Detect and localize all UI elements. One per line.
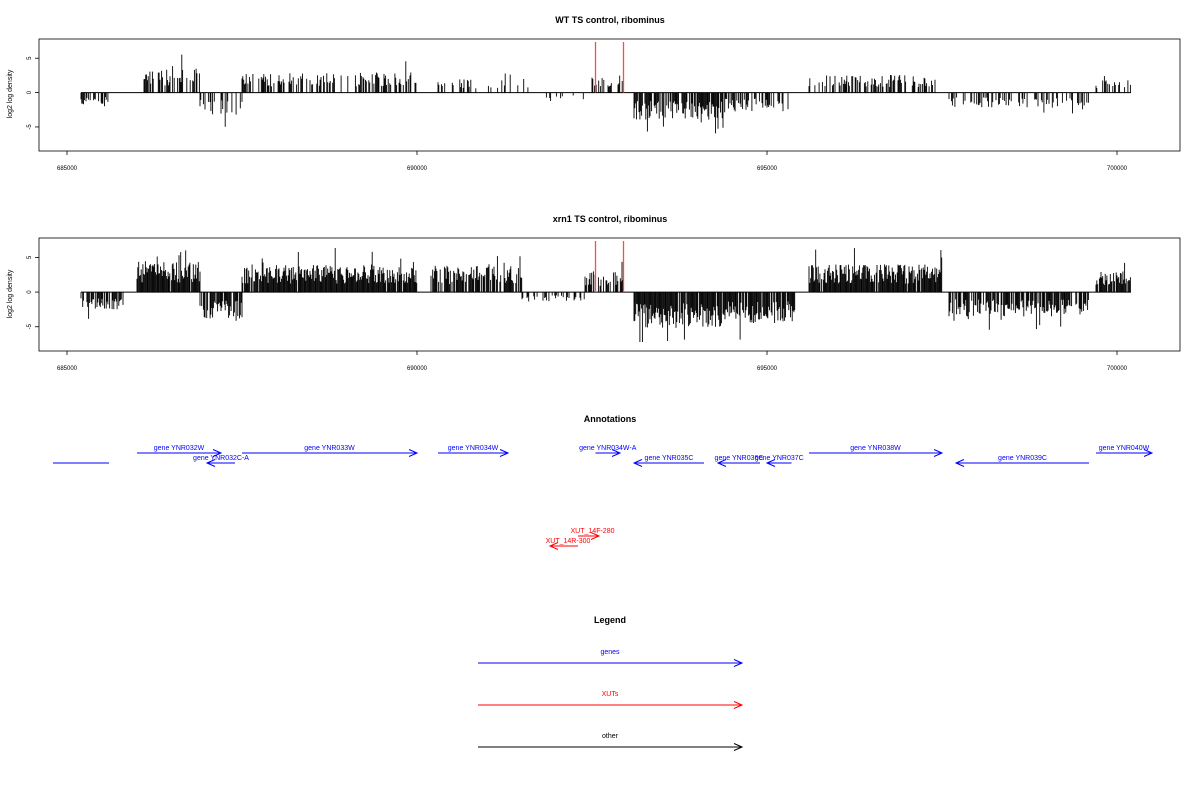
arrow-head (590, 532, 601, 540)
gene-label: gene YNR039C (998, 455, 1047, 462)
xut-label: XUT_14R-300 (546, 538, 591, 545)
y-tick-label: -5 (27, 323, 33, 329)
y-tick-label: 0 (27, 290, 33, 294)
y-axis-label: log2 log density (7, 269, 14, 318)
gene-feature: gene YNR037C (755, 455, 804, 467)
gene-label: gene YNR034W (448, 445, 499, 452)
gene-feature: gene YNR032W (137, 445, 223, 457)
arrow-head (205, 459, 216, 467)
legend-items: genes XUTs other (478, 649, 744, 751)
gene-label: gene YNR037C (755, 455, 804, 462)
arrow-head (408, 449, 419, 457)
plot-frame (38, 237, 1181, 352)
gene-feature: gene YNR035C (632, 455, 704, 467)
y-tick-label: 5 (27, 56, 33, 60)
xut-feature: XUT_14F-280 (571, 528, 615, 540)
arrow-head (611, 449, 622, 457)
legend-title: Legend (594, 615, 626, 625)
y-tick-label: -5 (27, 124, 33, 130)
y-axis-label: log2 log density (7, 69, 14, 118)
arrow-head (733, 743, 744, 751)
gene-track: gene YNR032W gene YNR032C-A gene YNR033W ge… (53, 445, 1154, 467)
panel-title: xrn1 TS control, ribominus (553, 214, 668, 224)
arrow-head (733, 659, 744, 667)
arrow-head (733, 701, 744, 709)
arrow-head (716, 459, 727, 467)
x-tick-label: 685000 (57, 166, 78, 172)
y-tick-label: 5 (27, 255, 33, 259)
plot-frame (38, 38, 1181, 152)
annotations-title: Annotations (584, 414, 637, 424)
axes: 685000 690000 695000 700000 -5 0 5 (27, 56, 1128, 172)
arrow-head (212, 449, 223, 457)
x-tick-label: 700000 (1107, 166, 1128, 172)
gene-feature: gene YNR038W (809, 445, 944, 457)
legend-item: genes (478, 649, 744, 667)
arrow-head (765, 459, 776, 467)
axes: 685000 690000 695000 700000 -5 0 5 (27, 255, 1128, 372)
x-tick-label: 685000 (57, 366, 78, 372)
gene-label: gene YNR034W-A (579, 445, 637, 452)
gene-label: gene YNR038W (850, 445, 901, 452)
xut-feature: XUT_14R-300 (546, 538, 591, 550)
gene-feature: gene YNR039C (954, 455, 1089, 467)
gene-label: gene YNR032C-A (193, 455, 249, 462)
xut-track: XUT_14F-280 XUT_14R-300 (546, 528, 615, 550)
arrow-head (954, 459, 965, 467)
panel-wt: WT TS control, ribominus log2 log densit… (7, 15, 1181, 172)
arrow-head (548, 542, 559, 550)
arrow-head (499, 449, 510, 457)
arrow-head (632, 459, 643, 467)
gene-label: gene YNR033W (304, 445, 355, 452)
x-tick-label: 695000 (757, 366, 778, 372)
gene-label: gene YNR035C (645, 455, 694, 462)
gene-feature: gene YNR032C-A (193, 455, 249, 467)
gene-feature: gene YNR036C (715, 455, 764, 467)
legend: Legend genes XUTs other (478, 615, 744, 751)
bar-series (80, 241, 1131, 342)
bar-series (80, 42, 1131, 134)
arrow-head (933, 449, 944, 457)
gene-feature: gene YNR034W (438, 445, 510, 457)
panel-xrn1: xrn1 TS control, ribominus log2 log dens… (7, 214, 1181, 372)
x-tick-label: 700000 (1107, 366, 1128, 372)
gene-feature: gene YNR040W (1096, 445, 1154, 457)
arrow-head (1143, 449, 1154, 457)
gene-label: gene YNR036C (715, 455, 764, 462)
x-tick-label: 690000 (407, 166, 428, 172)
y-tick-label: 0 (27, 90, 33, 94)
gene-feature: gene YNR034W-A (579, 445, 637, 457)
xut-label: XUT_14F-280 (571, 528, 615, 535)
panel-title: WT TS control, ribominus (555, 15, 665, 25)
legend-item: other (478, 733, 744, 751)
gene-label: gene YNR040W (1099, 445, 1150, 452)
x-tick-label: 695000 (757, 166, 778, 172)
x-tick-label: 690000 (407, 366, 428, 372)
legend-label: XUTs (602, 691, 619, 698)
legend-label: genes (600, 649, 620, 656)
legend-item: XUTs (478, 691, 744, 709)
gene-label: gene YNR032W (154, 445, 205, 452)
gene-feature: gene YNR033W (242, 445, 419, 457)
legend-label: other (602, 733, 619, 740)
